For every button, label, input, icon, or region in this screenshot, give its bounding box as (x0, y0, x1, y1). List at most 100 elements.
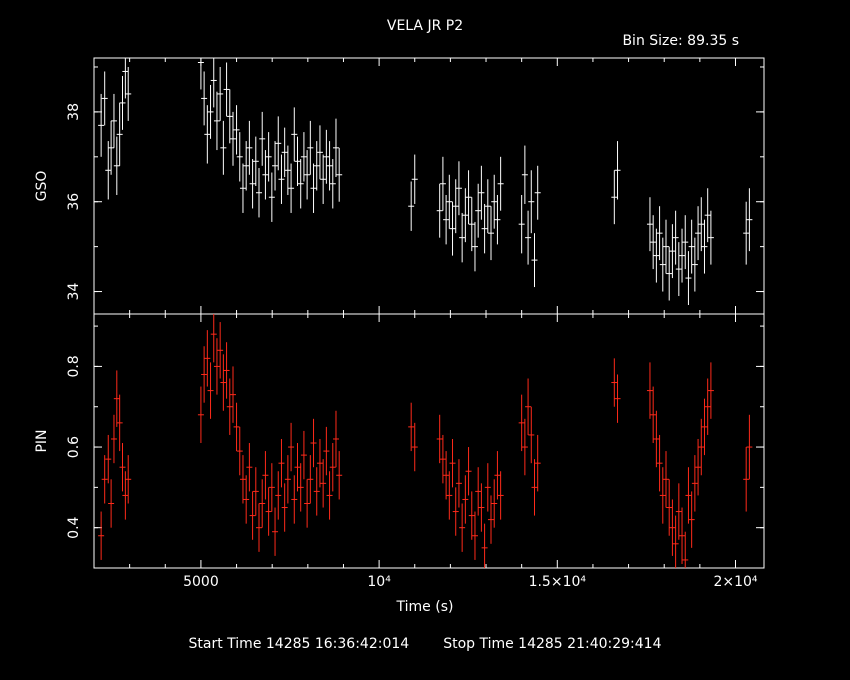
data-point (307, 120, 314, 175)
data-point (220, 120, 227, 175)
data-point (275, 471, 282, 520)
data-point (695, 206, 702, 261)
y-tick-label: 0.4 (66, 516, 82, 538)
gso-panel: 34 36 38 (66, 57, 765, 315)
data-point (701, 398, 708, 456)
start-time: Start Time 14285 16:36:42:014 (188, 636, 410, 652)
data-point (518, 194, 525, 254)
data-point (688, 219, 695, 274)
data-point (256, 503, 263, 552)
data-point (481, 523, 488, 568)
data-point (204, 330, 211, 387)
data-point (462, 188, 469, 243)
gso-axis-label: GSO (34, 171, 50, 202)
data-point (265, 132, 272, 182)
data-point (672, 515, 679, 568)
data-point (494, 451, 501, 500)
data-point (207, 84, 214, 139)
data-point (288, 422, 295, 472)
data-point (666, 479, 673, 536)
data-point (494, 194, 501, 245)
data-point (611, 358, 618, 407)
data-point (478, 483, 485, 532)
data-point (233, 105, 240, 155)
data-point (246, 443, 253, 492)
data-point (229, 111, 236, 166)
data-point (310, 418, 317, 468)
data-point (336, 451, 343, 500)
data-point (685, 467, 692, 524)
data-point (455, 161, 462, 216)
data-point (443, 194, 450, 245)
data-point (223, 342, 230, 399)
data-point (491, 479, 498, 528)
data-point (521, 418, 528, 476)
data-point (197, 58, 204, 90)
data-point (528, 170, 535, 234)
data-point (108, 120, 115, 175)
data-point (650, 386, 657, 444)
data-point (659, 467, 666, 524)
data-point (685, 251, 692, 306)
data-point (449, 201, 456, 256)
y-tick-label: 34 (66, 283, 82, 301)
data-point (113, 136, 120, 195)
data-point (204, 105, 211, 164)
data-point (534, 434, 541, 492)
data-point (210, 58, 217, 108)
data-point (525, 210, 532, 265)
data-point (531, 459, 538, 516)
data-point (259, 111, 266, 166)
data-point (300, 430, 307, 480)
data-point (197, 386, 204, 444)
data-point (691, 237, 698, 292)
data-point (252, 467, 259, 516)
data-point (443, 451, 450, 500)
data-point (436, 414, 443, 464)
data-point (478, 165, 485, 220)
data-point (446, 471, 453, 520)
data-point (459, 503, 466, 552)
data-point (481, 203, 488, 254)
data-point (313, 141, 320, 191)
data-point (488, 206, 495, 261)
data-point (243, 475, 250, 524)
data-point (284, 145, 291, 195)
data-point (449, 438, 456, 488)
data-point (259, 479, 266, 528)
data-point (323, 129, 330, 184)
data-point (332, 410, 339, 468)
data-point (304, 479, 311, 528)
panel-frame (93, 57, 765, 315)
data-point (656, 206, 663, 261)
data-point (653, 410, 660, 468)
data-point (275, 116, 282, 171)
data-point (233, 402, 240, 452)
data-point (297, 463, 304, 512)
data-point (701, 219, 708, 274)
data-point (297, 159, 304, 209)
data-point (528, 406, 535, 464)
y-tick-label: 0.6 (66, 436, 82, 458)
data-point (252, 136, 259, 186)
data-point (108, 479, 115, 528)
data-point (278, 154, 285, 204)
y-tick-label: 0.8 (66, 355, 82, 377)
data-point (256, 168, 263, 218)
data-point (646, 362, 653, 419)
data-point (223, 62, 230, 117)
data-point (408, 402, 415, 452)
data-point (320, 459, 327, 508)
data-point (653, 228, 660, 283)
data-point (491, 174, 498, 229)
data-point (484, 179, 491, 234)
data-point (291, 475, 298, 524)
data-point (704, 188, 711, 243)
data-point (98, 93, 105, 157)
panel-frame (93, 313, 765, 569)
data-point (98, 511, 105, 560)
x-tick-label: 1.5×10⁴ (529, 574, 587, 590)
data-point (329, 443, 336, 492)
data-point (313, 467, 320, 516)
data-point (278, 438, 285, 488)
